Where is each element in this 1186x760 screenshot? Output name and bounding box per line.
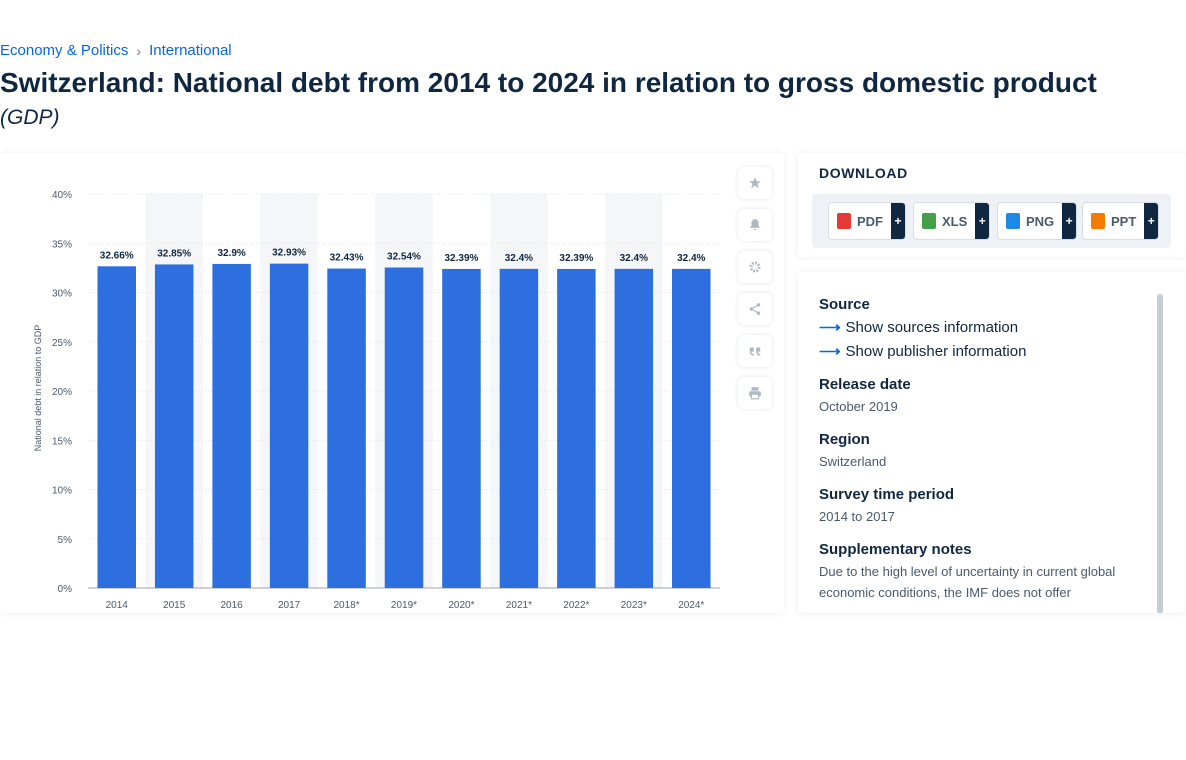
print-icon[interactable]	[738, 377, 772, 409]
y-tick-label: 40%	[52, 190, 72, 201]
bar	[212, 263, 251, 588]
show-publisher-label: Show publisher information	[845, 343, 1027, 360]
x-tick-label: 2020*	[448, 600, 474, 611]
y-tick-label: 30%	[52, 289, 72, 300]
y-tick-label: 15%	[52, 436, 72, 447]
download-png-button[interactable]: PNG +	[997, 202, 1078, 240]
x-tick-label: 2018*	[333, 600, 359, 611]
data-label: 32.39%	[559, 253, 593, 264]
bar	[327, 268, 366, 588]
breadcrumb-separator: ›	[136, 42, 142, 59]
x-tick-label: 2022*	[563, 600, 589, 611]
region-label: Region	[819, 431, 870, 448]
bar	[269, 263, 309, 588]
y-tick-label: 5%	[58, 535, 73, 546]
info-content: Source ⟶ Show sources information ⟶ Show…	[819, 294, 1149, 613]
download-ppt-label: PPT	[1111, 213, 1137, 229]
bar	[154, 264, 194, 588]
bar	[614, 268, 654, 588]
survey-period-label: Survey time period	[819, 486, 955, 503]
xls-file-icon	[922, 213, 936, 229]
x-tick-label: 2014	[106, 600, 129, 611]
data-label: 32.4%	[620, 253, 648, 264]
chart-card: 0% 5% 10% 15% 20% 25% 30% 35% 40% National debt i…	[0, 153, 784, 613]
y-tick-label: 0%	[58, 584, 73, 595]
breadcrumb: Economy & Politics › International	[0, 42, 232, 59]
x-tick-label: 2016	[221, 600, 244, 611]
share-icon[interactable]	[738, 293, 772, 325]
y-tick-label: 35%	[52, 239, 72, 250]
show-sources-label: Show sources information	[845, 319, 1019, 336]
notes-label: Supplementary notes	[819, 541, 972, 558]
source-links: ⟶ Show sources information ⟶ Show publis…	[819, 316, 1149, 364]
y-tick-label: 20%	[52, 387, 72, 398]
chart-toolbar	[738, 167, 772, 409]
download-xls-button[interactable]: XLS +	[913, 202, 991, 240]
pdf-file-icon	[837, 213, 851, 229]
bar	[672, 268, 711, 588]
x-tick-label: 2024*	[678, 600, 704, 611]
bar-chart: 0% 5% 10% 15% 20% 25% 30% 35% 40% National debt i…	[33, 190, 720, 611]
page-title: Switzerland: National debt from 2014 to …	[0, 67, 1097, 98]
bar	[97, 266, 136, 588]
bell-icon[interactable]	[738, 209, 772, 241]
page-subtitle: (GDP)	[0, 106, 60, 129]
data-label: 32.93%	[272, 248, 306, 259]
download-buttons: PDF + XLS + PNG + PPT +	[812, 194, 1171, 248]
x-tick-label: 2015	[163, 600, 186, 611]
quote-icon[interactable]	[738, 335, 772, 367]
download-title: DOWNLOAD	[819, 165, 908, 181]
ppt-plus-icon: +	[1144, 203, 1159, 239]
gear-icon[interactable]	[738, 251, 772, 283]
data-label: 32.9%	[217, 248, 245, 259]
breadcrumb-link-economy-politics[interactable]: Economy & Politics	[0, 42, 129, 59]
show-sources-link[interactable]: ⟶ Show sources information	[819, 316, 1149, 340]
survey-period-value: 2014 to 2017	[819, 509, 895, 524]
bar	[384, 267, 424, 588]
png-plus-icon: +	[1062, 203, 1077, 239]
download-pdf-label: PDF	[857, 213, 883, 229]
info-panel: Source ⟶ Show sources information ⟶ Show…	[798, 272, 1185, 613]
release-date-label: Release date	[819, 376, 911, 393]
data-label: 32.43%	[330, 253, 364, 264]
data-label: 32.4%	[677, 253, 705, 264]
y-tick-label: 10%	[52, 486, 72, 497]
breadcrumb-link-international[interactable]: International	[149, 42, 232, 59]
ppt-file-icon	[1091, 213, 1105, 229]
xls-plus-icon: +	[975, 203, 990, 239]
region-value: Switzerland	[819, 454, 887, 469]
arrow-right-icon: ⟶	[819, 319, 841, 336]
x-tick-label: 2017	[278, 600, 301, 611]
download-xls-label: XLS	[942, 213, 968, 229]
info-scrollbar[interactable]	[1157, 294, 1163, 613]
y-axis-title: National debt in relation to GDP	[33, 325, 43, 452]
download-pdf-button[interactable]: PDF +	[828, 202, 906, 240]
show-publisher-link[interactable]: ⟶ Show publisher information	[819, 340, 1149, 364]
data-label: 32.66%	[100, 250, 134, 261]
source-label: Source	[819, 296, 870, 313]
release-date-value: October 2019	[819, 399, 898, 414]
data-label: 32.39%	[444, 253, 478, 264]
download-ppt-button[interactable]: PPT +	[1082, 202, 1160, 240]
bar	[442, 268, 481, 588]
pdf-plus-icon: +	[891, 203, 905, 239]
arrow-right-icon: ⟶	[819, 343, 841, 360]
bar	[557, 268, 596, 588]
data-label: 32.54%	[387, 251, 421, 262]
x-tick-label: 2019*	[391, 600, 417, 611]
notes-value: Due to the high level of uncertainty in …	[819, 564, 1116, 600]
x-tick-label: 2023*	[621, 600, 647, 611]
star-icon[interactable]	[738, 167, 772, 199]
download-panel: DOWNLOAD PDF + XLS + PNG + PPT +	[798, 153, 1185, 257]
x-tick-label: 2021*	[506, 600, 532, 611]
data-label: 32.85%	[157, 248, 191, 259]
download-png-label: PNG	[1026, 213, 1055, 229]
bar	[499, 268, 539, 588]
y-tick-label: 25%	[52, 338, 72, 349]
png-file-icon	[1006, 213, 1020, 229]
data-label: 32.4%	[505, 253, 533, 264]
